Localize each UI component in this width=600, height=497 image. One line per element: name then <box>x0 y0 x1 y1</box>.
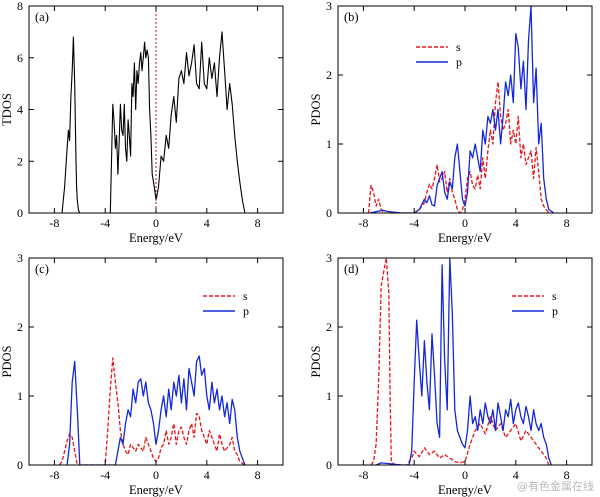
legend-label-s: s <box>552 289 557 303</box>
watermark: @有色金属在线 <box>517 480 594 493</box>
panel-c: -8 -4 0 4 8 0 1 2 3 Energy/eV PDOS (c) sp <box>0 251 284 497</box>
x-tick-label: 0 <box>462 468 468 482</box>
series-line-d-s <box>370 258 550 465</box>
panel-label: (b) <box>344 10 359 24</box>
y-tick-label: 6 <box>17 51 23 65</box>
x-tick-label: 8 <box>564 468 570 482</box>
panel-label: (a) <box>35 10 49 24</box>
y-axis-title: PDOS <box>309 345 323 377</box>
legend-label-p: p <box>456 55 462 69</box>
x-tick-label: 0 <box>153 468 159 482</box>
y-axis-title: PDOS <box>0 345 14 377</box>
y-tick-label: 0 <box>17 206 23 220</box>
legend-label-s: s <box>243 289 248 303</box>
x-axis-title: Energy/eV <box>438 231 492 245</box>
x-tick-label: -8 <box>49 468 59 482</box>
y-tick-label: 0 <box>326 458 332 472</box>
panel-b: -8 -4 0 4 8 0 1 2 3 Energy/eV PDOS (b) sp <box>309 0 593 245</box>
x-tick-label: 4 <box>513 216 519 230</box>
y-tick-label: 3 <box>326 251 332 265</box>
x-tick-label: 8 <box>564 216 570 230</box>
plot-frame-b <box>337 5 593 214</box>
x-tick-label: -8 <box>358 468 368 482</box>
plot-frame-a <box>28 5 284 214</box>
series-line-a-tdos <box>61 31 246 213</box>
x-tick-label: -4 <box>409 216 419 230</box>
series-line-c-p <box>66 355 246 465</box>
y-tick-label: 4 <box>17 103 23 117</box>
y-tick-label: 2 <box>17 154 23 168</box>
y-tick-label: 3 <box>17 251 23 265</box>
legend-label-p: p <box>552 304 558 318</box>
panel-d: -8 -4 0 4 8 0 1 2 3 Energy/eV PDOS (d) sp <box>309 251 593 497</box>
panel-a: -8 -4 0 4 8 0 2 4 6 8 Energy/eV TDOS (a) <box>0 0 284 245</box>
y-tick-label: 0 <box>17 458 23 472</box>
y-tick-label: 2 <box>326 320 332 334</box>
x-axis-title: Energy/eV <box>129 231 183 245</box>
x-tick-label: -8 <box>358 216 368 230</box>
panel-label: (c) <box>35 262 49 276</box>
y-tick-label: 2 <box>326 68 332 82</box>
x-tick-label: 8 <box>255 468 261 482</box>
y-tick-label: 8 <box>17 0 23 13</box>
legend-label-s: s <box>456 40 461 54</box>
legend: sp <box>203 289 249 318</box>
x-tick-label: 4 <box>204 216 210 230</box>
legend: sp <box>512 289 558 318</box>
legend-label-p: p <box>243 304 249 318</box>
x-axis-title: Energy/eV <box>438 483 492 497</box>
y-axis-title: PDOS <box>309 93 323 125</box>
x-axis-title: Energy/eV <box>129 483 183 497</box>
y-tick-label: 1 <box>326 389 332 403</box>
x-tick-label: 8 <box>255 216 261 230</box>
y-tick-label: 1 <box>326 137 332 151</box>
x-tick-label: -4 <box>409 468 419 482</box>
x-tick-label: -8 <box>49 216 59 230</box>
x-tick-label: 0 <box>462 216 468 230</box>
y-axis-title: TDOS <box>0 93 14 126</box>
panel-label: (d) <box>344 262 359 276</box>
legend: sp <box>416 40 462 69</box>
series-line-b-p <box>369 6 555 213</box>
x-tick-label: -4 <box>100 216 110 230</box>
x-tick-label: 4 <box>204 468 210 482</box>
y-tick-label: 0 <box>326 206 332 220</box>
x-tick-label: 4 <box>513 468 519 482</box>
series-line-c-s <box>58 357 246 465</box>
y-tick-label: 3 <box>326 0 332 13</box>
y-tick-label: 1 <box>17 389 23 403</box>
x-tick-label: -4 <box>100 468 110 482</box>
series-line-d-p <box>375 258 553 465</box>
x-tick-label: 0 <box>153 216 159 230</box>
series-line-b-s <box>367 81 550 213</box>
y-tick-label: 2 <box>17 320 23 334</box>
